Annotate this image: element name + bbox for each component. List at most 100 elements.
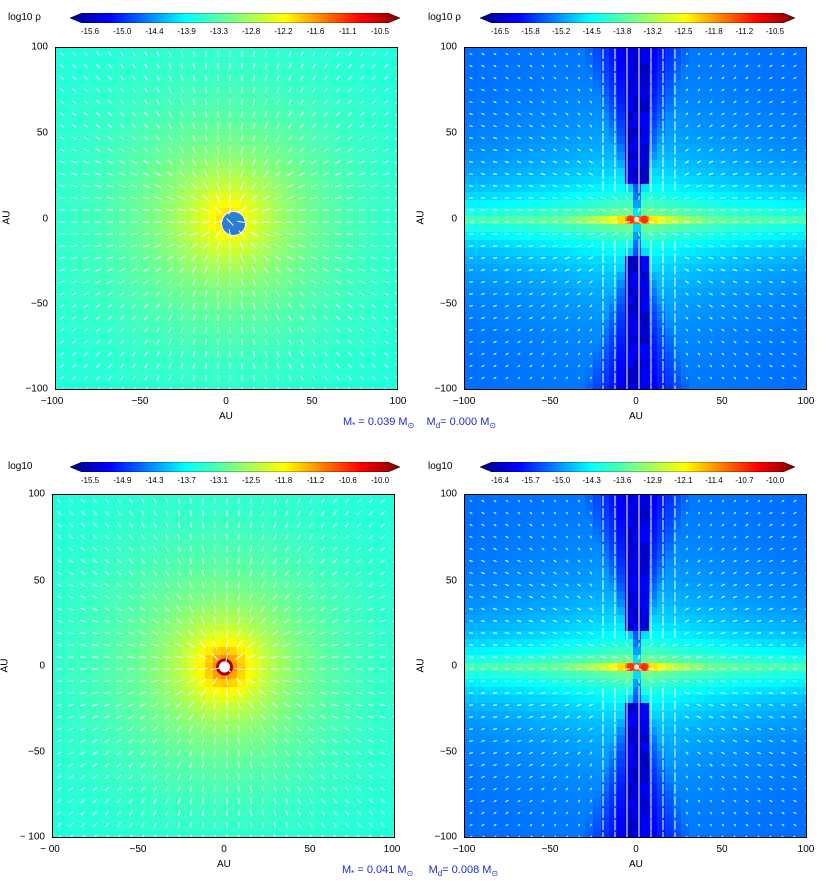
velocity-arrow (698, 389, 699, 390)
velocity-arrow (553, 234, 558, 235)
velocity-arrow (493, 705, 497, 706)
sun-symbol: ⊙ (407, 869, 414, 878)
md-value: = 0.008 M (442, 864, 491, 876)
x-tick: −50 (130, 844, 147, 855)
velocity-arrow (347, 234, 353, 235)
velocity-arrow (344, 681, 350, 682)
y-tick: 50 (427, 128, 457, 139)
velocity-arrow (684, 210, 690, 211)
x-axis-label: AU (629, 859, 643, 870)
velocity-arrow (721, 198, 726, 199)
x-tick: 50 (716, 396, 727, 407)
velocity-arrow (469, 258, 473, 259)
velocity-arrow (242, 339, 243, 345)
density-map (464, 494, 807, 838)
x-tick: −100 (453, 396, 476, 407)
x-tick: −50 (132, 396, 149, 407)
velocity-arrow (517, 693, 521, 694)
velocity-arrow (242, 63, 243, 68)
velocity-arrow (247, 669, 256, 670)
mstar-symbol: M (343, 416, 352, 428)
colorbar-tick-label: -10.0 (766, 476, 784, 485)
mass-caption: M* = 0.039 M⊙ Md= 0.000 M⊙ (343, 416, 496, 430)
velocity-arrow (218, 327, 219, 333)
mstar-value: = 0.041 M (354, 864, 406, 876)
colorbar (70, 462, 400, 472)
velocity-arrow (710, 389, 712, 390)
colorbar (70, 13, 400, 23)
sun-symbol: ⊙ (491, 869, 498, 878)
velocity-arrow (92, 681, 98, 682)
x-tick: 50 (306, 396, 317, 407)
velocity-arrow (311, 210, 318, 211)
velocity-arrow (481, 633, 485, 634)
colorbar-tick-label: -15.0 (113, 27, 131, 36)
velocity-arrow (757, 186, 761, 187)
sun-symbol: ⊙ (408, 421, 415, 430)
velocity-arrow (83, 234, 88, 235)
colorbar-tick-label: -11.8 (705, 27, 723, 36)
y-tick: −50 (15, 747, 45, 758)
y-axis-label: AU (415, 211, 426, 225)
velocity-arrow (494, 389, 496, 390)
velocity-arrow (518, 389, 520, 390)
colorbar-tick-label: -13.6 (613, 476, 631, 485)
velocity-arrow (541, 645, 546, 646)
velocity-arrow (793, 633, 797, 634)
velocity-arrow (206, 387, 207, 390)
y-tick: −100 (427, 832, 457, 843)
velocity-arrow (128, 657, 134, 658)
colorbar-tick-label: -15.2 (552, 27, 570, 36)
mstar-value: = 0.039 M (355, 416, 407, 428)
velocity-arrow (745, 198, 749, 199)
velocity-arrow (541, 198, 546, 199)
y-tick: −100 (427, 384, 457, 395)
velocity-arrow (215, 774, 216, 780)
velocity-arrow (469, 174, 473, 175)
x-tick: 100 (390, 396, 407, 407)
velocity-arrow (493, 186, 497, 187)
y-tick: 100 (18, 42, 48, 53)
x-tick: − 00 (40, 844, 60, 855)
y-tick: 100 (427, 489, 457, 500)
velocity-arrow (553, 681, 558, 682)
velocity-arrow (242, 351, 243, 357)
y-tick: 100 (15, 489, 45, 500)
velocity-arrow (203, 498, 204, 503)
colorbar-tick-label: -15.7 (521, 476, 539, 485)
colorbar-tick-label: -12.8 (242, 27, 260, 36)
velocity-arrow (239, 810, 240, 815)
x-tick: 0 (633, 844, 639, 855)
velocity-arrow (696, 681, 701, 682)
velocity-arrow (782, 389, 784, 390)
colorbar-tick-label: -10.6 (339, 476, 357, 485)
y-tick: 100 (427, 42, 457, 53)
colorbar-tick-label: -11.6 (307, 27, 325, 36)
velocity-arrow (371, 234, 376, 235)
velocity-arrow (206, 375, 207, 380)
y-tick: 0 (18, 214, 48, 225)
colorbar-tick-label: -13.1 (210, 476, 228, 485)
md-value: = 0.000 M (440, 416, 489, 428)
x-tick: −100 (453, 844, 476, 855)
velocity-arrow (505, 693, 509, 694)
velocity-arrow (769, 258, 773, 259)
x-tick: −50 (542, 844, 559, 855)
colorbar-tick-label: -10.0 (371, 476, 389, 485)
colorbar-tick-label: -14.3 (583, 476, 601, 485)
velocity-arrow (529, 645, 534, 646)
velocity-arrow (320, 657, 326, 658)
colorbar (480, 462, 795, 472)
x-axis-label: AU (629, 411, 643, 422)
velocity-arrow (505, 246, 509, 247)
md-symbol: M (427, 416, 436, 428)
colorbar-tick-label: -10.7 (735, 476, 753, 485)
colorbar-tick-label: -11.1 (339, 27, 357, 36)
md-symbol: M (429, 864, 438, 876)
y-tick: −100 (18, 384, 48, 395)
velocity-arrow (554, 389, 556, 390)
density-map (52, 494, 395, 838)
colorbar-tick-label: -13.3 (210, 27, 228, 36)
y-tick: −50 (427, 747, 457, 758)
velocity-arrow (793, 717, 797, 718)
